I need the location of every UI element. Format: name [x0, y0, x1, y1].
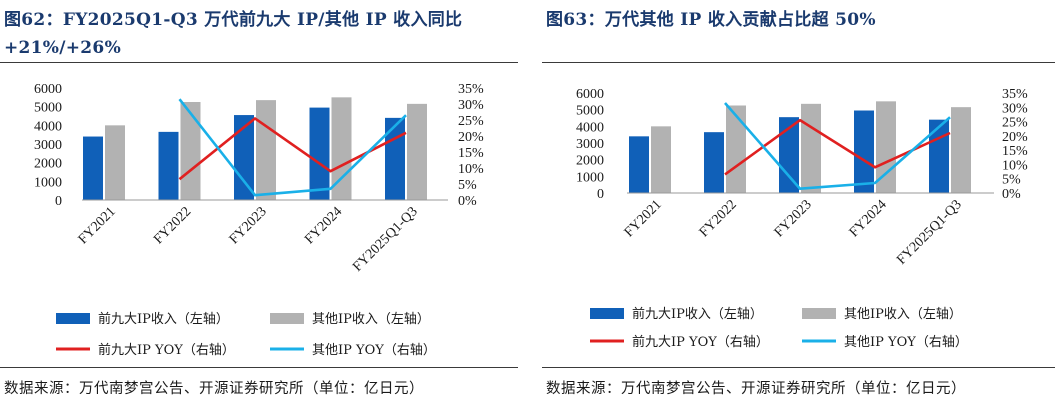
y-left-tick-label: 4000	[576, 120, 604, 135]
bar-top9-ip	[929, 119, 949, 193]
bar-other-ip	[407, 103, 427, 200]
y-left-tick-label: 2000	[576, 154, 604, 169]
legend-label: 前九大IP YOY（右轴）	[632, 334, 769, 350]
x-category-label: FY2025Q1-Q3	[894, 197, 965, 268]
legend-label: 其他IP YOY（右轴）	[312, 343, 436, 358]
y-left-tick-label: 0	[55, 194, 62, 209]
legend-label: 前九大IP收入（左轴）	[632, 306, 763, 322]
y-left-tick-label: 2000	[34, 157, 62, 172]
x-category-label: FY2025Q1-Q3	[350, 204, 421, 275]
bar-top9-ip	[629, 136, 649, 193]
legend-swatch	[56, 313, 90, 324]
legend-swatch	[590, 308, 624, 319]
y-left-tick-label: 5000	[576, 104, 604, 119]
bar-other-ip	[105, 125, 125, 200]
x-category-label: FY2024	[847, 197, 890, 240]
figure-title-line1: 图62：FY2025Q1-Q3 万代前九大 IP/其他 IP 收入同比	[4, 10, 463, 30]
bar-top9-ip	[779, 117, 799, 193]
y-right-tick-label: 35%	[1002, 87, 1028, 102]
figure-title: 图62：FY2025Q1-Q3 万代前九大 IP/其他 IP 收入同比 +21%…	[4, 6, 462, 62]
x-category-label: FY2024	[302, 204, 345, 247]
legend-swatch	[802, 308, 836, 319]
bar-top9-ip	[704, 132, 724, 193]
y-right-tick-label: 0%	[1002, 187, 1021, 202]
y-left-tick-label: 3000	[34, 138, 62, 153]
y-left-tick-label: 0	[597, 187, 604, 202]
y-left-tick-label: 1000	[34, 175, 62, 190]
legend-label: 前九大IP YOY（右轴）	[98, 342, 235, 358]
bar-top9-ip	[309, 107, 330, 200]
title-rule	[0, 62, 518, 63]
bar-other-ip	[651, 126, 671, 193]
source-note: 数据来源：万代南梦宫公告、开源证券研究所（单位：亿日元）	[546, 381, 966, 397]
bar-top9-ip	[158, 131, 179, 200]
y-left-tick-label: 3000	[576, 137, 604, 152]
y-right-tick-label: 5%	[458, 178, 477, 193]
x-category-label: FY2022	[151, 204, 194, 247]
chart-62: 0 1000 2000 3000 4000 5000 6000 0%5%10%15%20%25…	[34, 82, 484, 358]
y-right-tick-label: 10%	[458, 162, 484, 177]
bar-other-ip	[726, 105, 746, 193]
legend-label: 前九大IP收入（左轴）	[98, 311, 229, 327]
figure-panel-63: 图63：万代其他 IP 收入贡献占比超 50% 0 1000 2000 3000 400…	[542, 0, 1057, 405]
bar-other-ip	[951, 107, 971, 193]
source-rule	[0, 367, 518, 368]
y-right-tick-label: 0%	[458, 194, 477, 209]
x-category-label: FY2021	[76, 204, 119, 247]
x-category-label: FY2023	[772, 197, 815, 240]
bar-other-ip	[801, 103, 821, 193]
legend-label: 其他IP收入（左轴）	[844, 307, 962, 322]
figure-title: 图63：万代其他 IP 收入贡献占比超 50%	[546, 6, 876, 34]
y-right-tick-label: 15%	[458, 146, 484, 161]
y-right-tick-label: 5%	[1002, 173, 1021, 188]
y-right-tick-label: 15%	[1002, 144, 1028, 159]
bar-top9-ip	[83, 136, 103, 200]
source-rule	[542, 367, 1055, 368]
y-left-tick-label: 5000	[34, 101, 62, 116]
source-note: 数据来源：万代南梦宫公告、开源证券研究所（单位：亿日元）	[4, 381, 424, 397]
bar-other-ip	[256, 100, 276, 200]
y-right-tick-label: 30%	[1002, 101, 1028, 116]
x-category-label: FY2022	[697, 197, 740, 240]
x-category-label: FY2023	[227, 204, 270, 247]
y-right-tick-label: 25%	[458, 114, 484, 129]
x-category-label: FY2021	[622, 197, 665, 240]
bar-other-ip	[180, 102, 201, 200]
figure-title-line2: +21%/+26%	[4, 38, 122, 58]
y-right-tick-label: 35%	[458, 82, 484, 97]
y-left-tick-label: 4000	[34, 119, 62, 134]
figure-panel-62: 图62：FY2025Q1-Q3 万代前九大 IP/其他 IP 收入同比 +21%…	[0, 0, 520, 405]
title-rule	[542, 62, 1055, 63]
y-right-tick-label: 20%	[458, 130, 484, 145]
y-right-tick-label: 10%	[1002, 158, 1028, 173]
y-left-tick-label: 6000	[34, 82, 62, 97]
y-right-tick-label: 30%	[458, 98, 484, 113]
y-left-tick-label: 6000	[576, 87, 604, 102]
y-right-tick-label: 20%	[1002, 130, 1028, 145]
bar-top9-ip	[385, 117, 405, 200]
y-left-tick-label: 1000	[576, 170, 604, 185]
bar-top9-ip	[854, 110, 874, 193]
figure-title-line1: 图63：万代其他 IP 收入贡献占比超 50%	[546, 10, 876, 30]
legend-label: 其他IP YOY（右轴）	[844, 335, 968, 350]
bar-top9-ip	[234, 115, 254, 200]
legend-swatch	[270, 313, 304, 324]
y-right-tick-label: 25%	[1002, 116, 1028, 131]
legend-label: 其他IP收入（左轴）	[312, 312, 430, 327]
line-other-ip-yoy	[178, 98, 407, 197]
line-other-ip-yoy	[724, 102, 951, 191]
